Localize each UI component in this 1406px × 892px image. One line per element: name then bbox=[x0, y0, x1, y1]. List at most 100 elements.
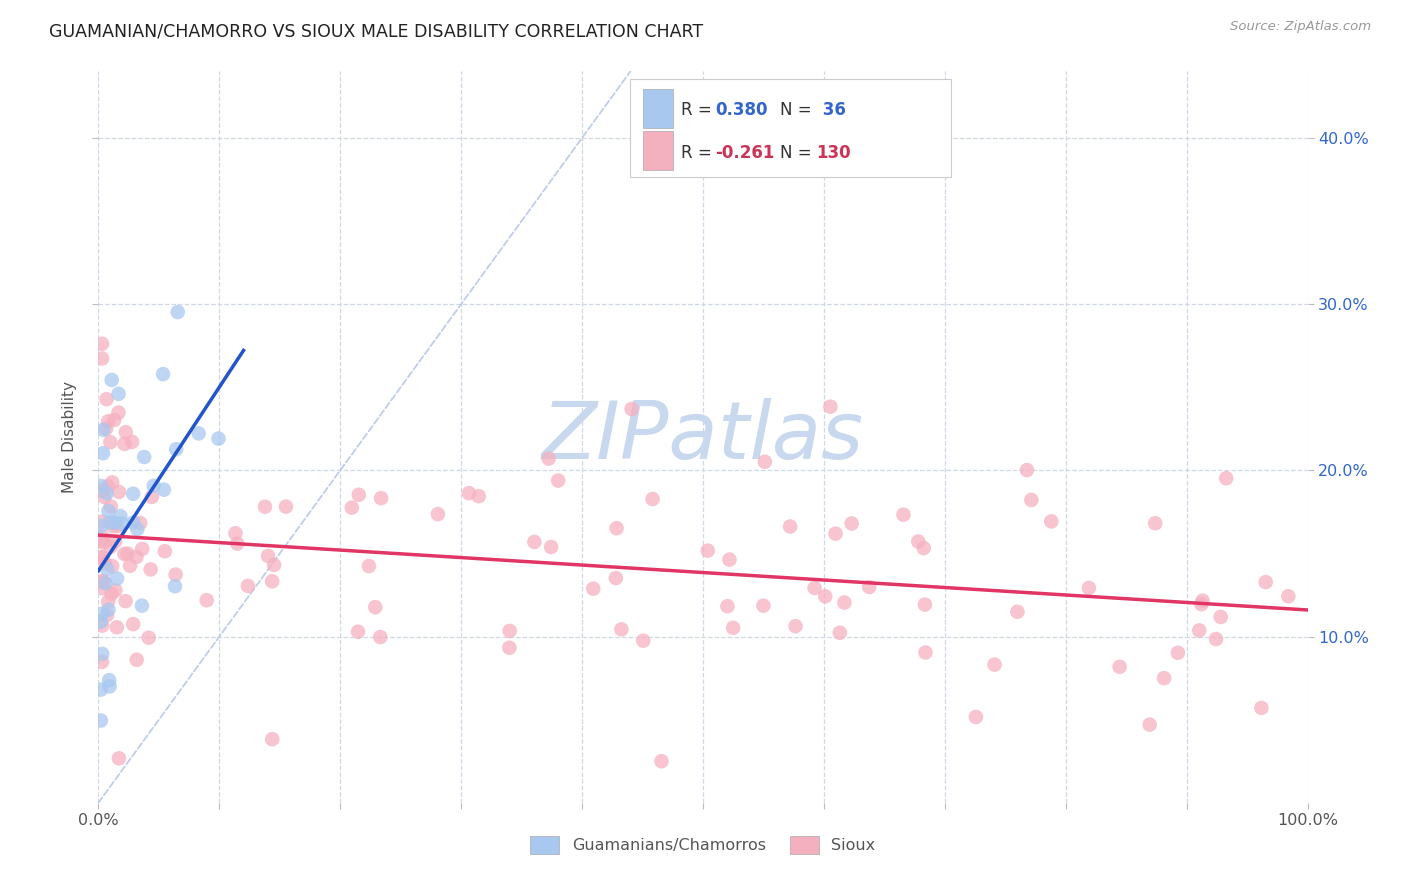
Point bbox=[163, 579, 186, 593]
Point bbox=[107, 386, 129, 401]
Point bbox=[718, 552, 741, 566]
Point bbox=[1250, 701, 1272, 715]
Point bbox=[138, 631, 160, 645]
Point bbox=[91, 574, 114, 589]
Point bbox=[347, 488, 370, 502]
Point bbox=[91, 550, 114, 565]
Point bbox=[779, 519, 801, 533]
Point bbox=[814, 590, 837, 604]
Point bbox=[117, 547, 139, 561]
Point bbox=[547, 474, 569, 488]
Point bbox=[1191, 593, 1213, 607]
Point bbox=[98, 516, 121, 530]
Point bbox=[458, 486, 481, 500]
Text: R =: R = bbox=[682, 145, 717, 162]
Point bbox=[114, 437, 136, 451]
Point bbox=[785, 619, 807, 633]
Point bbox=[90, 682, 112, 697]
Point bbox=[98, 673, 121, 687]
Point bbox=[752, 599, 775, 613]
Point bbox=[540, 540, 562, 554]
Point bbox=[101, 475, 124, 490]
Point bbox=[96, 562, 118, 576]
Text: R =: R = bbox=[682, 101, 717, 120]
Point bbox=[828, 625, 851, 640]
Point bbox=[91, 582, 114, 596]
Point bbox=[91, 336, 114, 351]
Point bbox=[108, 484, 131, 499]
Point bbox=[262, 574, 284, 589]
Point bbox=[127, 522, 149, 536]
Point bbox=[498, 640, 520, 655]
Text: 0.380: 0.380 bbox=[716, 101, 768, 120]
Point bbox=[236, 579, 259, 593]
Point bbox=[610, 623, 633, 637]
Point bbox=[537, 451, 560, 466]
Point bbox=[91, 533, 114, 548]
Point bbox=[370, 491, 392, 505]
Point bbox=[914, 646, 936, 660]
Point bbox=[187, 426, 209, 441]
Point bbox=[907, 534, 929, 549]
Point bbox=[721, 621, 744, 635]
Bar bbox=[630, 78, 950, 178]
Point bbox=[98, 680, 121, 694]
Point bbox=[91, 655, 114, 669]
Point bbox=[965, 710, 987, 724]
Point bbox=[91, 515, 114, 529]
Point bbox=[1215, 471, 1237, 485]
Point bbox=[834, 596, 856, 610]
Point bbox=[114, 594, 136, 608]
Point bbox=[364, 600, 387, 615]
Point bbox=[90, 519, 112, 533]
Point bbox=[824, 526, 846, 541]
Point bbox=[165, 442, 187, 457]
Point bbox=[696, 543, 718, 558]
Point bbox=[226, 536, 249, 550]
Point bbox=[893, 508, 915, 522]
Point bbox=[1015, 463, 1038, 477]
Point bbox=[716, 599, 738, 614]
Point bbox=[650, 754, 672, 768]
Point bbox=[1254, 575, 1277, 590]
Point bbox=[152, 367, 174, 381]
Point bbox=[153, 544, 176, 558]
Point bbox=[131, 599, 153, 613]
Point bbox=[125, 653, 148, 667]
Point bbox=[134, 450, 156, 464]
Point bbox=[96, 486, 118, 500]
Point bbox=[97, 504, 120, 518]
Point bbox=[91, 483, 114, 498]
Point bbox=[120, 558, 142, 573]
Bar bbox=[643, 131, 673, 170]
Point bbox=[340, 500, 363, 515]
Text: Source: ZipAtlas.com: Source: ZipAtlas.com bbox=[1230, 20, 1371, 33]
Point bbox=[91, 550, 114, 565]
Point bbox=[104, 516, 127, 530]
Point bbox=[253, 500, 276, 514]
Point bbox=[1144, 516, 1167, 531]
Point bbox=[100, 373, 122, 387]
Point bbox=[91, 647, 114, 661]
Point bbox=[131, 541, 153, 556]
Point bbox=[105, 519, 128, 533]
Point bbox=[122, 617, 145, 632]
Point bbox=[97, 414, 120, 428]
Point bbox=[1189, 597, 1212, 611]
Point bbox=[631, 633, 654, 648]
Point bbox=[166, 305, 188, 319]
Point bbox=[1108, 660, 1130, 674]
Point bbox=[108, 751, 131, 765]
Point bbox=[262, 732, 284, 747]
Legend: Guamanians/Chamorros, Sioux: Guamanians/Chamorros, Sioux bbox=[524, 830, 882, 861]
Point bbox=[606, 521, 628, 535]
Point bbox=[105, 620, 128, 634]
Point bbox=[94, 576, 117, 591]
Point bbox=[125, 549, 148, 564]
Point bbox=[754, 455, 776, 469]
Point bbox=[93, 490, 115, 504]
Point bbox=[122, 516, 145, 530]
Point bbox=[468, 489, 491, 503]
Point bbox=[1077, 581, 1099, 595]
Point bbox=[114, 425, 136, 440]
